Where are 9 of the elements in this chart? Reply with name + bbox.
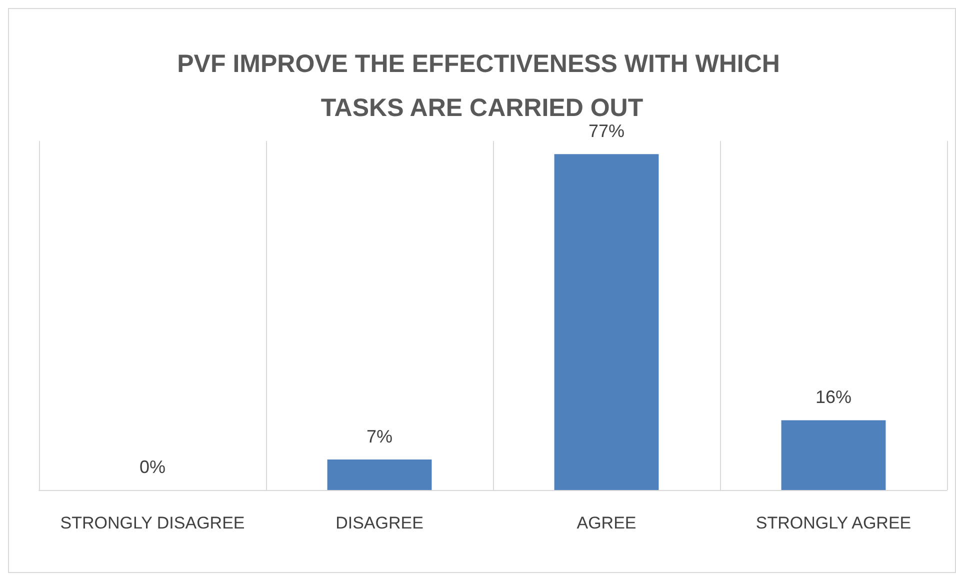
data-label: 77% (588, 121, 625, 142)
x-tick-label: STRONGLY AGREE (756, 514, 912, 532)
x-tick-label: DISAGREE (336, 514, 424, 532)
data-label: 16% (815, 387, 852, 408)
data-label: 7% (366, 426, 393, 446)
data-label: 0% (139, 457, 166, 477)
x-tick-label: STRONGLY DISAGREE (60, 514, 245, 532)
chart-title: PVF IMPROVE THE EFFECTIVENESS WITH WHICH TASKS ARE CARRIED OUT (177, 50, 787, 122)
x-tick-label: AGREE (576, 514, 636, 532)
